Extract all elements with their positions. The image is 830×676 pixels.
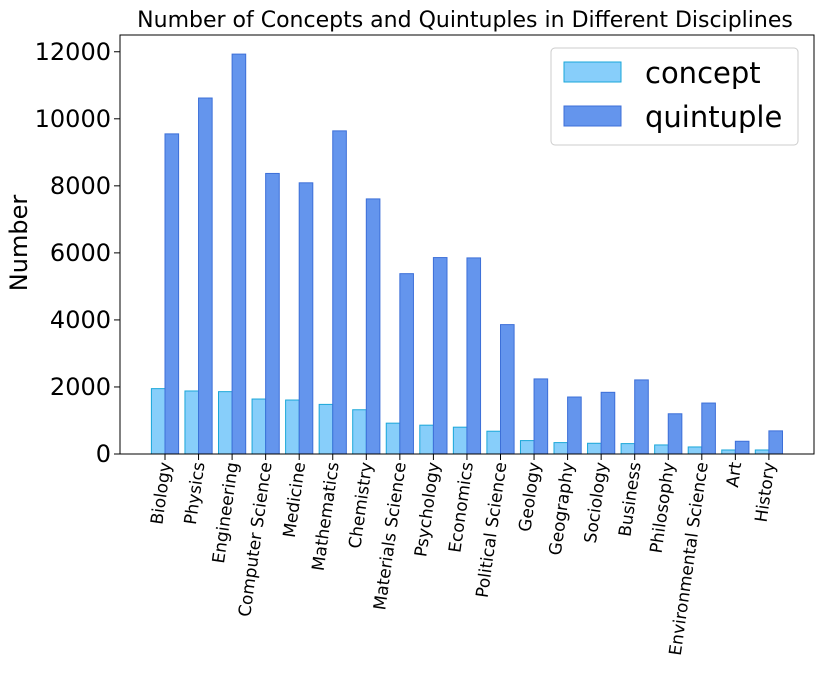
y-axis-label: Number	[5, 195, 33, 292]
bar-quintuple-art	[734, 440, 750, 455]
bar-concept-chemistry	[352, 409, 367, 455]
bar-concept-materials-science	[385, 422, 401, 455]
bar-concept-geography	[553, 442, 569, 455]
x-tick-label: Psychology	[411, 461, 444, 558]
bar-quintuple-history	[768, 430, 784, 455]
bar-concept-environmental-science	[687, 446, 703, 455]
bar-concept-psychology	[419, 424, 434, 455]
bar-concept-biology	[150, 388, 166, 455]
x-tick-label: Chemistry	[345, 461, 377, 550]
y-tick-label: 4000	[50, 306, 111, 334]
bar-quintuple-biology	[164, 133, 180, 455]
legend-label-concept: concept	[645, 56, 761, 90]
bar-quintuple-psychology	[432, 257, 448, 455]
bar-concept-economics	[452, 426, 468, 455]
legend-swatch-concept	[563, 61, 622, 83]
x-tick-label: Economics	[445, 461, 478, 554]
bar-concept-medicine	[285, 399, 300, 455]
bar-quintuple-materials-science	[399, 273, 414, 455]
bar-concept-art	[721, 449, 736, 455]
bar-concept-history	[754, 449, 770, 455]
legend-label-quintuple: quintuple	[645, 100, 782, 134]
x-tick-label: Physics	[181, 461, 210, 526]
y-tick-label: 2000	[50, 373, 111, 401]
x-tick-label: Political Science	[473, 461, 512, 599]
bar-quintuple-chemistry	[365, 198, 381, 455]
y-tick-label: 6000	[50, 239, 111, 267]
bar-quintuple-computer-science	[265, 172, 280, 455]
x-tick-label: Mathematics	[309, 461, 344, 572]
bar-concept-political-science	[486, 430, 501, 455]
y-tick-label: 12000	[35, 38, 111, 66]
x-tick-label: Medicine	[280, 461, 310, 539]
bar-concept-sociology	[587, 442, 602, 455]
x-tick-label: Geology	[515, 461, 545, 533]
bar-quintuple-environmental-science	[701, 402, 716, 455]
x-tick-label: Computer Science	[235, 461, 276, 618]
x-tick-label: Sociology	[581, 461, 612, 545]
bar-quintuple-engineering	[231, 53, 247, 455]
bar-concept-business	[620, 443, 636, 455]
x-tick-label: Biology	[147, 461, 176, 526]
bar-quintuple-philosophy	[667, 413, 683, 455]
bar-quintuple-geology	[533, 378, 549, 455]
bar-concept-geology	[519, 440, 535, 455]
x-tick-label: Art	[723, 461, 746, 489]
legend-swatch-quintuple	[563, 105, 622, 127]
x-tick-label: Business	[615, 461, 645, 538]
y-tick-label: 8000	[50, 172, 111, 200]
bar-quintuple-sociology	[600, 391, 616, 455]
x-tick-label: Engineering	[209, 461, 243, 565]
bar-quintuple-mathematics	[332, 130, 347, 455]
bar-quintuple-geography	[567, 396, 582, 455]
y-tick-label: 10000	[35, 105, 111, 133]
bar-quintuple-business	[634, 379, 649, 455]
y-ticks-group: 0 2000 4000 6000 8000 10000 12000	[35, 38, 120, 468]
bar-quintuple-medicine	[298, 182, 314, 455]
bar-quintuple-physics	[198, 97, 213, 455]
bar-concept-philosophy	[654, 444, 669, 455]
plot-frame	[119, 34, 815, 455]
y-tick-label: 0	[96, 440, 111, 468]
chart-title: Number of Concepts and Quintuples in Dif…	[137, 8, 793, 33]
x-tick-label: History	[752, 461, 780, 524]
bar-concept-computer-science	[251, 398, 267, 455]
bar-concept-mathematics	[318, 403, 334, 455]
x-tick-label: Materials Science	[370, 461, 411, 612]
bar-quintuple-political-science	[500, 324, 515, 455]
x-tick-label: Philosophy	[647, 461, 680, 555]
bar-concept-engineering	[218, 391, 233, 455]
x-tick-label: Geography	[546, 461, 579, 557]
legend: concept quintuple	[550, 47, 799, 146]
bar-concept-physics	[184, 390, 200, 455]
bar-quintuple-economics	[466, 257, 482, 455]
